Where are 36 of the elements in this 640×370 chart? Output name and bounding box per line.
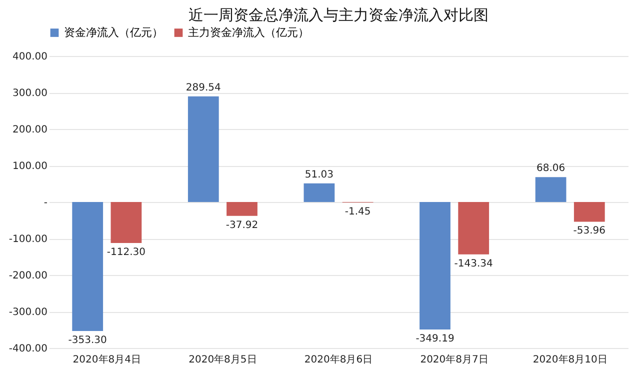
bar (574, 202, 605, 222)
data-label: 68.06 (536, 163, 566, 174)
data-label: -143.34 (454, 258, 493, 270)
y-tick-label: -400.00 (8, 344, 48, 354)
legend-label: 主力资金净流入（亿元） (188, 26, 309, 39)
y-tick-label: 200.00 (12, 124, 48, 136)
bar (458, 202, 490, 254)
y-tick-label: 100.00 (12, 161, 48, 172)
data-label: -349.19 (416, 333, 454, 344)
data-label: -1.45 (344, 206, 371, 218)
bar (535, 177, 566, 202)
data-label: 51.03 (304, 169, 334, 180)
x-tick-label: 2020年8月6日 (304, 354, 373, 366)
x-tick-label: 2020年8月5日 (188, 354, 257, 366)
y-tick-label: -200.00 (8, 270, 48, 282)
bar (110, 202, 142, 243)
legend-label: 资金净流入（亿元） (64, 26, 163, 39)
data-label: -37.92 (226, 220, 258, 231)
bar (304, 183, 335, 202)
bar (72, 202, 104, 331)
data-label: -112.30 (106, 246, 146, 258)
y-tick-label: 400.00 (12, 52, 48, 62)
x-tick-label: 2020年8月7日 (420, 354, 488, 366)
y-tick-label: - (44, 198, 48, 208)
bar (226, 202, 258, 216)
data-label: -53.96 (573, 226, 606, 237)
x-tick-label: 2020年8月10日 (532, 354, 608, 366)
data-label: -353.30 (68, 334, 107, 346)
y-tick-label: 300.00 (12, 88, 48, 99)
y-tick-label: -100.00 (8, 234, 48, 245)
x-tick-label: 2020年8月4日 (72, 354, 141, 366)
bar (188, 96, 219, 202)
y-tick-label: -300.00 (8, 307, 48, 318)
chart-title: 近一周资金总净流入与主力资金净流入对比图 (188, 6, 488, 24)
bar (420, 202, 450, 330)
data-label: 289.54 (186, 82, 221, 94)
